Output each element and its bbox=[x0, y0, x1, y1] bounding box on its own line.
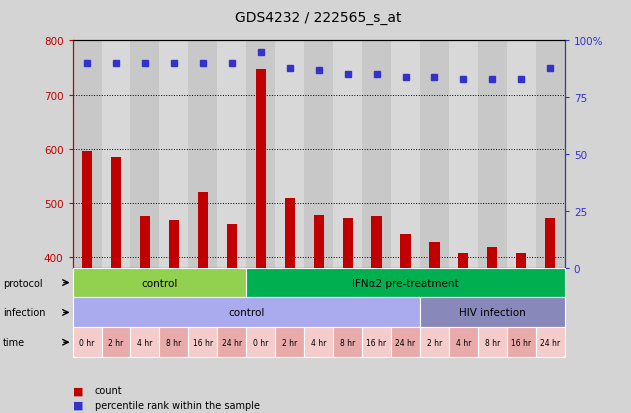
Text: protocol: protocol bbox=[3, 278, 43, 288]
Bar bbox=[246, 328, 275, 357]
Text: control: control bbox=[141, 278, 177, 288]
Bar bbox=[111, 157, 121, 268]
Bar bbox=[507, 41, 536, 268]
Bar bbox=[73, 41, 102, 268]
Text: ■: ■ bbox=[73, 400, 83, 410]
Text: count: count bbox=[95, 385, 122, 395]
Text: 4 hr: 4 hr bbox=[311, 338, 326, 347]
Text: 2 hr: 2 hr bbox=[282, 338, 297, 347]
Text: time: time bbox=[3, 337, 25, 347]
Bar bbox=[536, 328, 565, 357]
Text: 0 hr: 0 hr bbox=[80, 338, 95, 347]
Bar bbox=[160, 41, 189, 268]
Bar bbox=[227, 225, 237, 268]
Bar bbox=[285, 199, 295, 268]
Bar bbox=[487, 247, 497, 268]
Text: 4 hr: 4 hr bbox=[138, 338, 153, 347]
Bar bbox=[217, 328, 246, 357]
Text: 8 hr: 8 hr bbox=[485, 338, 500, 347]
Bar bbox=[304, 41, 333, 268]
Bar bbox=[420, 298, 565, 328]
Bar bbox=[314, 215, 324, 268]
Bar bbox=[189, 41, 217, 268]
Text: IFNα2 pre-treatment: IFNα2 pre-treatment bbox=[352, 278, 459, 288]
Bar bbox=[372, 217, 382, 268]
Bar bbox=[429, 242, 440, 268]
Bar bbox=[507, 328, 536, 357]
Bar bbox=[160, 328, 189, 357]
Text: GDS4232 / 222565_s_at: GDS4232 / 222565_s_at bbox=[235, 11, 402, 25]
Bar bbox=[275, 328, 304, 357]
Text: 2 hr: 2 hr bbox=[427, 338, 442, 347]
Text: 16 hr: 16 hr bbox=[511, 338, 531, 347]
Text: 8 hr: 8 hr bbox=[167, 338, 182, 347]
Bar bbox=[343, 218, 353, 268]
Bar bbox=[516, 253, 526, 268]
Bar bbox=[333, 41, 362, 268]
Bar bbox=[275, 41, 304, 268]
Bar bbox=[401, 235, 411, 268]
Bar bbox=[362, 41, 391, 268]
Bar bbox=[478, 41, 507, 268]
Text: 0 hr: 0 hr bbox=[253, 338, 268, 347]
Bar bbox=[458, 253, 468, 268]
Bar bbox=[333, 328, 362, 357]
Bar bbox=[198, 192, 208, 268]
Bar bbox=[478, 328, 507, 357]
Text: 8 hr: 8 hr bbox=[340, 338, 355, 347]
Bar bbox=[169, 221, 179, 268]
Bar bbox=[256, 69, 266, 268]
Text: infection: infection bbox=[3, 308, 45, 318]
Bar bbox=[102, 41, 131, 268]
Bar bbox=[449, 328, 478, 357]
Text: 24 hr: 24 hr bbox=[396, 338, 416, 347]
Bar bbox=[189, 328, 217, 357]
Bar bbox=[536, 41, 565, 268]
Text: HIV infection: HIV infection bbox=[459, 308, 526, 318]
Bar bbox=[73, 298, 420, 328]
Bar bbox=[449, 41, 478, 268]
Bar bbox=[217, 41, 246, 268]
Bar bbox=[246, 268, 565, 298]
Text: ■: ■ bbox=[73, 385, 83, 395]
Text: 16 hr: 16 hr bbox=[193, 338, 213, 347]
Text: 16 hr: 16 hr bbox=[367, 338, 387, 347]
Bar bbox=[304, 328, 333, 357]
Bar bbox=[362, 328, 391, 357]
Text: control: control bbox=[228, 308, 264, 318]
Bar bbox=[131, 41, 160, 268]
Text: 24 hr: 24 hr bbox=[540, 338, 560, 347]
Bar bbox=[73, 328, 102, 357]
Bar bbox=[545, 218, 555, 268]
Bar bbox=[420, 41, 449, 268]
Text: percentile rank within the sample: percentile rank within the sample bbox=[95, 400, 259, 410]
Bar bbox=[391, 328, 420, 357]
Text: 4 hr: 4 hr bbox=[456, 338, 471, 347]
Bar bbox=[140, 217, 150, 268]
Bar bbox=[131, 328, 160, 357]
Bar bbox=[82, 152, 92, 268]
Bar bbox=[420, 328, 449, 357]
Bar bbox=[73, 268, 246, 298]
Bar bbox=[102, 328, 131, 357]
Text: 24 hr: 24 hr bbox=[221, 338, 242, 347]
Bar bbox=[391, 41, 420, 268]
Text: 2 hr: 2 hr bbox=[109, 338, 124, 347]
Bar bbox=[246, 41, 275, 268]
